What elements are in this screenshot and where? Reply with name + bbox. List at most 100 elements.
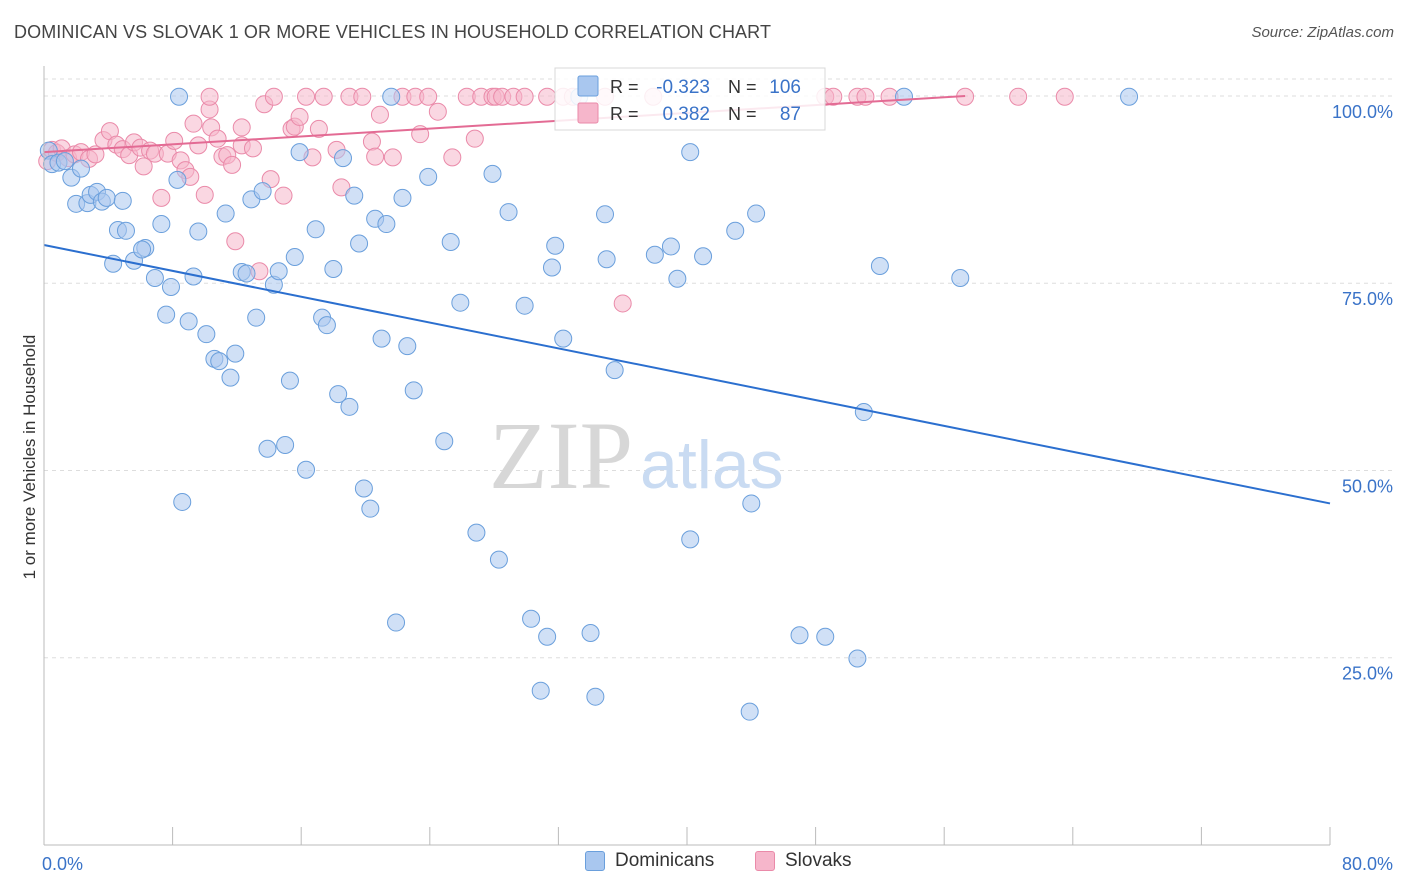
legend-r-value-slovaks: 0.382	[662, 104, 710, 125]
dominican-point	[253, 182, 272, 201]
dominican-point	[546, 236, 565, 255]
slovak-point	[362, 132, 381, 151]
dominican-point	[133, 240, 152, 259]
dominican-point	[189, 222, 208, 241]
dominican-point	[317, 316, 336, 335]
dominican-point	[668, 269, 687, 288]
slovak-point	[226, 232, 245, 251]
y-tick-label: 25.0%	[1342, 664, 1393, 684]
dominican-point	[382, 87, 401, 106]
dominican-point	[854, 403, 873, 422]
dominican-point	[951, 268, 970, 287]
dominican-point	[790, 626, 809, 645]
dominican-point	[71, 159, 90, 178]
chart-title: DOMINICAN VS SLOVAK 1 OR MORE VEHICLES I…	[14, 22, 772, 42]
dominican-point	[168, 170, 187, 189]
slovak-point	[428, 102, 447, 121]
dominican-point	[554, 329, 573, 348]
dominican-point	[645, 245, 664, 264]
dominican-point	[276, 436, 295, 455]
slovak-point	[1055, 87, 1074, 106]
dominican-point	[345, 186, 364, 205]
legend-r-label-1: R =	[610, 77, 639, 97]
y-tick-label: 100.0%	[1332, 102, 1393, 122]
y-tick-label: 50.0%	[1342, 476, 1393, 496]
dominican-point	[515, 296, 534, 315]
dominican-point	[694, 247, 713, 266]
dominican-point	[605, 361, 624, 380]
dominican-point	[329, 385, 348, 404]
dominican-point	[197, 325, 216, 344]
legend-item-dominicans[interactable]: Dominicans	[585, 850, 714, 872]
dominican-point	[170, 87, 189, 106]
legend-n-value-slovaks: 87	[780, 104, 801, 125]
slovak-point	[274, 186, 293, 205]
dominican-point	[97, 188, 116, 207]
watermark: ZIP atlas	[489, 402, 784, 509]
legend-label-dominicans: Dominicans	[615, 850, 715, 871]
dominican-point	[435, 432, 454, 451]
y-tick-label: 75.0%	[1342, 289, 1393, 309]
slovak-point	[243, 139, 262, 158]
slovak-point	[152, 188, 171, 207]
dominican-point	[489, 550, 508, 569]
dominican-point	[747, 204, 766, 223]
dominican-point	[404, 381, 423, 400]
dominican-point	[340, 397, 359, 416]
dominican-point	[237, 264, 256, 283]
dominican-point	[538, 627, 557, 646]
slovak-point	[366, 147, 385, 166]
dominican-point	[306, 220, 325, 239]
dominican-point	[216, 204, 235, 223]
dominican-point	[361, 499, 380, 518]
dominican-point	[483, 164, 502, 183]
slovak-point	[314, 87, 333, 106]
slovak-point	[370, 105, 389, 124]
dominican-point	[586, 687, 605, 706]
dominican-point	[269, 262, 288, 281]
slovak-point	[419, 87, 438, 106]
legend-item-slovaks[interactable]: Slovaks	[755, 850, 852, 872]
slovak-point	[134, 157, 153, 176]
points-layer	[38, 87, 1139, 721]
grid-layer	[44, 78, 1395, 659]
dominican-point	[681, 530, 700, 549]
dominican-point	[542, 258, 561, 277]
dominican-point	[157, 305, 176, 324]
dominican-point	[419, 167, 438, 186]
x-tick-label-min: 0.0%	[42, 854, 83, 874]
dominican-point	[531, 681, 550, 700]
stats-legend: R = -0.323 N = 106 R = 0.382 N = 87	[554, 67, 826, 131]
legend-swatch-slovaks	[577, 102, 599, 124]
dominican-point	[161, 277, 180, 296]
slovak-point	[383, 148, 402, 167]
dominican-point	[597, 250, 616, 269]
dominican-point	[499, 203, 518, 222]
slovak-point	[165, 131, 184, 150]
slovak-point	[208, 129, 227, 148]
dominican-point	[816, 627, 835, 646]
dominican-point	[324, 259, 343, 278]
dominican-point	[258, 439, 277, 458]
dominican-point	[333, 149, 352, 168]
dominican-point	[681, 143, 700, 162]
legend-n-value-dominicans: 106	[769, 77, 801, 98]
slovak-point	[297, 87, 316, 106]
dominican-point	[895, 87, 914, 106]
dominican-point	[726, 221, 745, 240]
dominican-point	[226, 344, 245, 363]
dominican-point	[870, 256, 889, 275]
slovak-point	[613, 294, 632, 313]
legend-r-value-dominicans: -0.323	[656, 77, 710, 98]
dominican-point	[350, 234, 369, 253]
dominican-point	[290, 143, 309, 162]
slovak-point	[443, 148, 462, 167]
dominican-point	[596, 205, 615, 224]
dominican-point	[387, 613, 406, 632]
dominican-point	[393, 188, 412, 207]
dominican-point	[354, 479, 373, 498]
dominican-point	[1120, 87, 1139, 106]
x-tick-label-max: 80.0%	[1342, 854, 1393, 874]
legend-swatch-dominicans	[577, 75, 599, 97]
